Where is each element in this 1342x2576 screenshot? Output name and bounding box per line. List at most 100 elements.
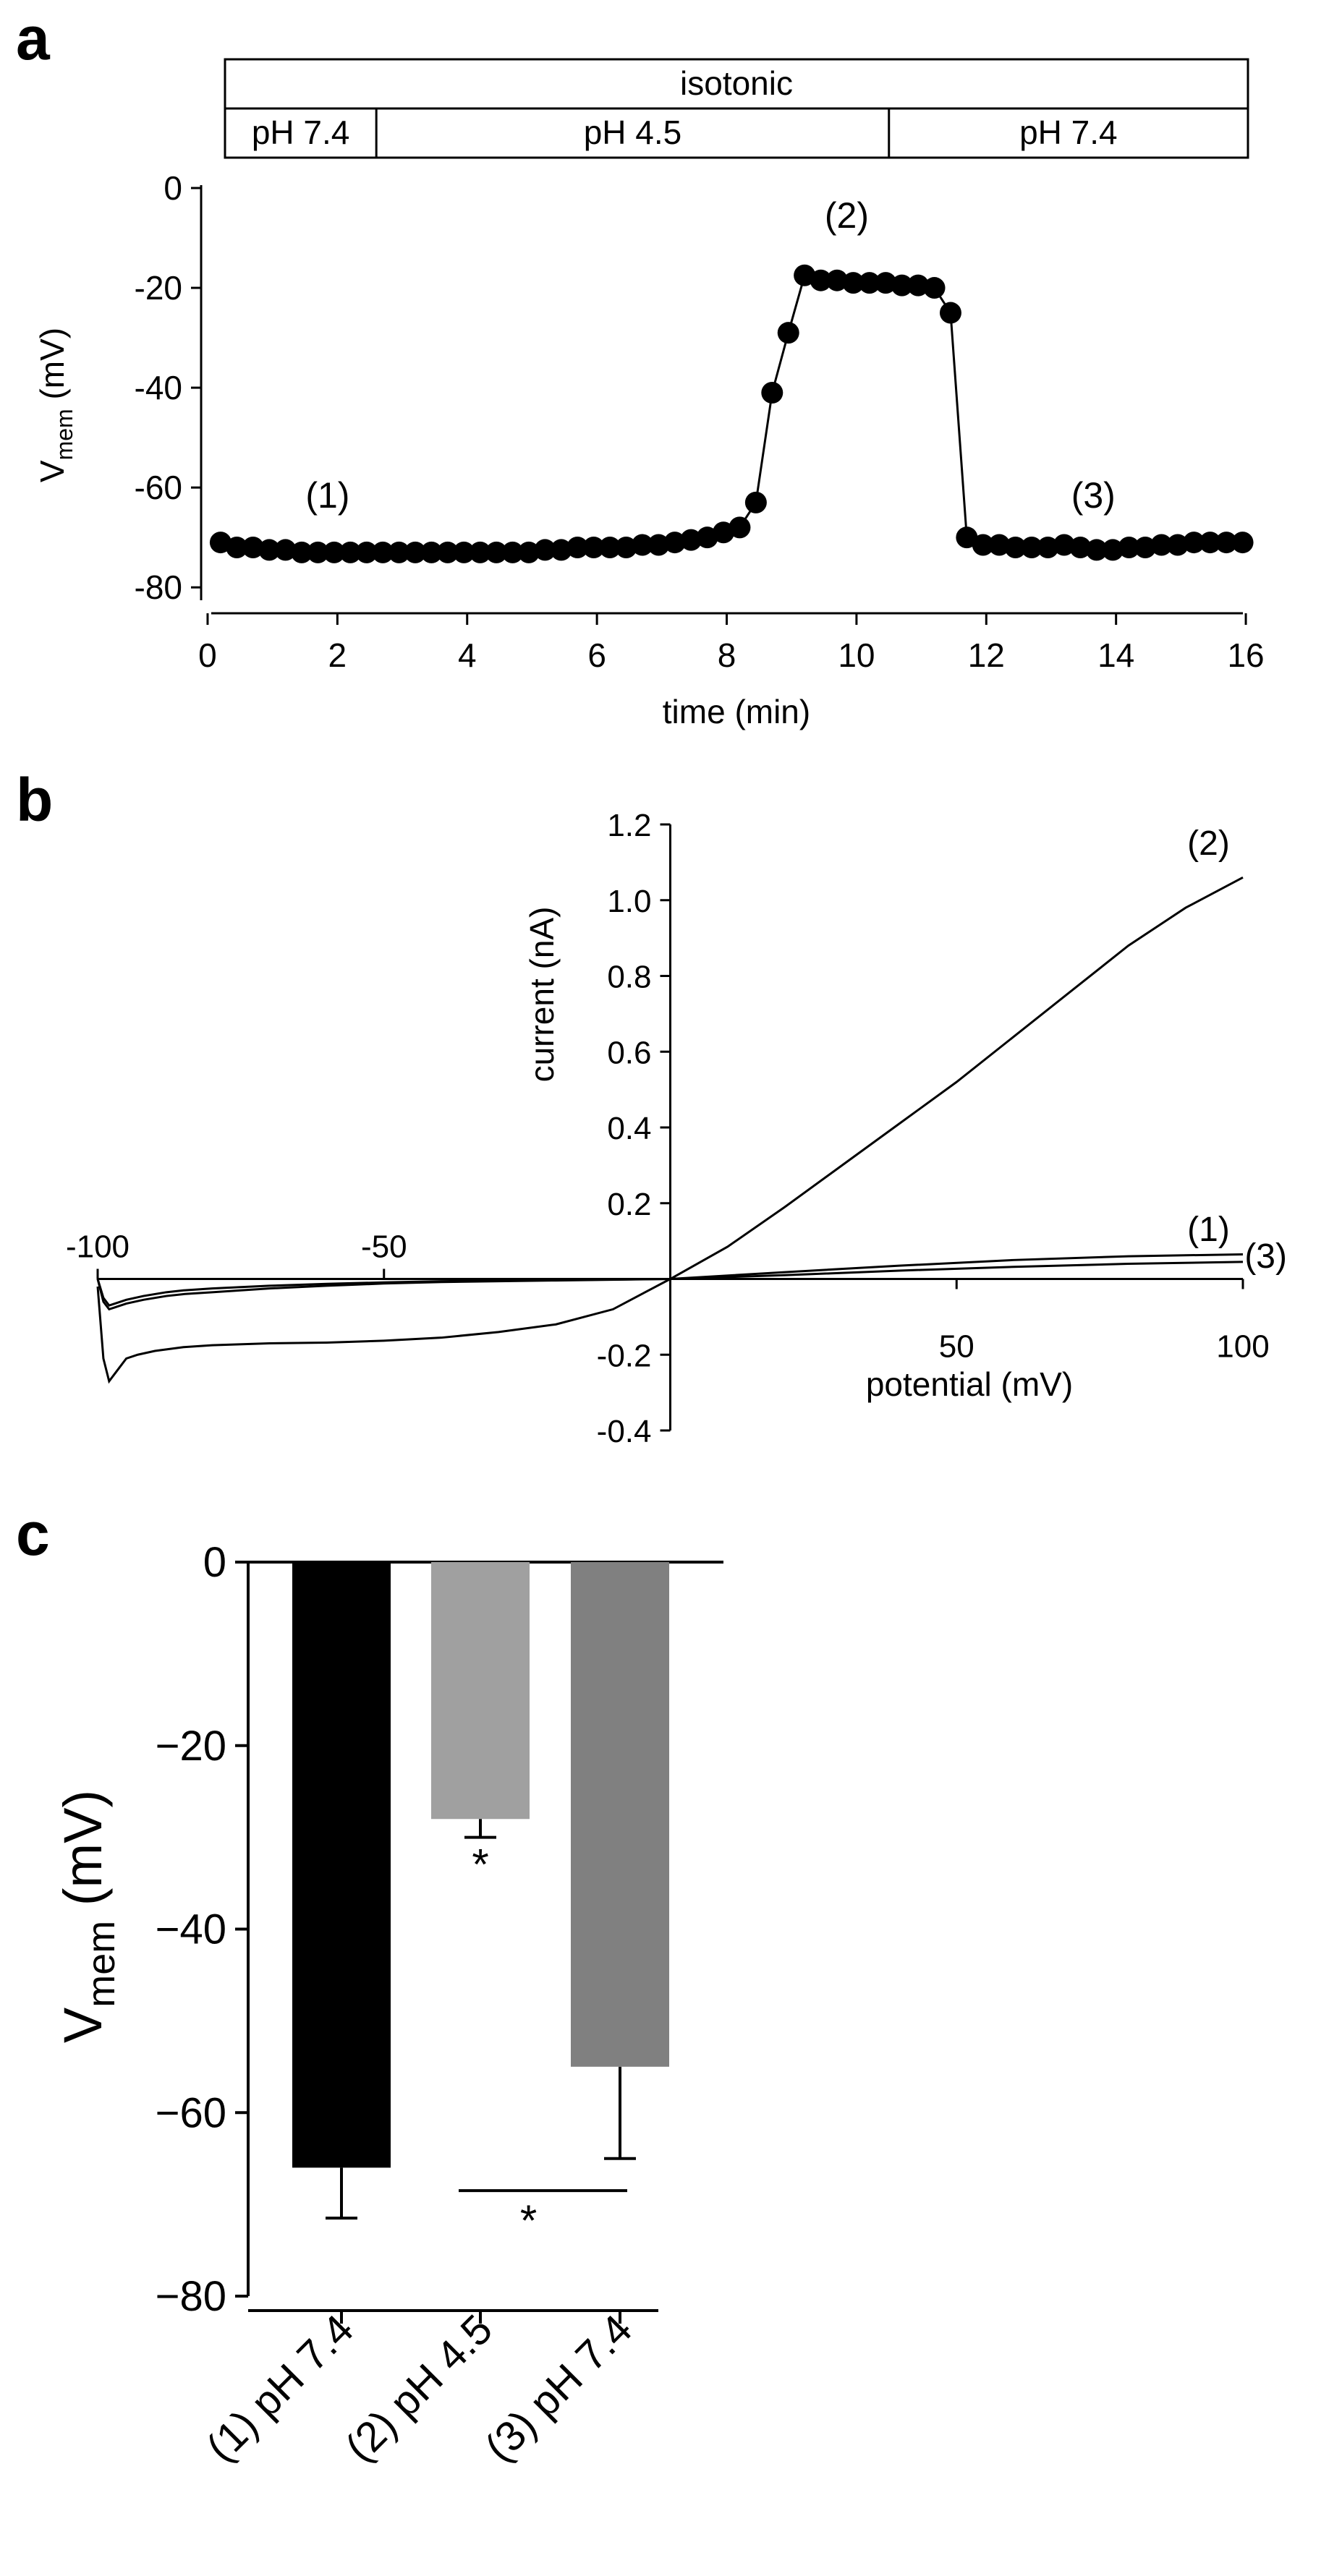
panel-b-x-tick-label: -100 bbox=[66, 1229, 129, 1265]
panel-b-y-tick-label: 1.0 bbox=[607, 884, 651, 919]
panel-a-data-point bbox=[1134, 536, 1157, 558]
panel-a-annotation: (2) bbox=[825, 195, 869, 236]
panel-a-x-tick-label: 8 bbox=[718, 636, 736, 674]
panel-c-ylabel-main: V bbox=[53, 2007, 113, 2043]
panel-c-significance-mark: * bbox=[520, 2196, 537, 2245]
panel-b-curve-label: (3) bbox=[1244, 1237, 1287, 1276]
panel-b-x-tick-label: 100 bbox=[1216, 1329, 1269, 1365]
panel-b-y-tick-label: 0.8 bbox=[607, 960, 651, 995]
panel-c-bar bbox=[292, 1562, 391, 2168]
panel-a-x-tick-label: 10 bbox=[838, 636, 875, 674]
condition-segment-label: pH 7.4 bbox=[252, 114, 350, 151]
panel-a-x-tick-label: 0 bbox=[198, 636, 217, 674]
panel-a-x-tick-label: 12 bbox=[968, 636, 1005, 674]
panel-a-data-point bbox=[939, 302, 961, 324]
panel-b-x-tick-label: -50 bbox=[361, 1229, 407, 1265]
panel-a-x-tick-label: 4 bbox=[458, 636, 477, 674]
panel-a-data-point bbox=[1004, 536, 1027, 558]
panel-c-data: ** bbox=[292, 1562, 669, 2245]
panel-a-data-point bbox=[1053, 534, 1075, 556]
panel-a-x-tick-label: 14 bbox=[1097, 636, 1134, 674]
panel-a-annotation: (3) bbox=[1071, 475, 1116, 516]
panel-a-data-point bbox=[372, 541, 394, 563]
panel-a-data-point bbox=[388, 541, 410, 563]
panel-a-y-axis-label: Vmem (mV) bbox=[33, 328, 77, 482]
panel-a-annotation: (1) bbox=[305, 475, 349, 516]
panel-a-data-point bbox=[1166, 534, 1189, 556]
panel-a-ylabel-main: V bbox=[33, 460, 71, 482]
panel-a-data-point bbox=[1231, 532, 1254, 554]
panel-a-data-point bbox=[1037, 536, 1059, 558]
panel-a-data-point bbox=[485, 541, 508, 563]
panel-a-data-point bbox=[858, 272, 880, 294]
panel-a-ylabel-sub: mem bbox=[51, 409, 77, 460]
panel-a-data-point bbox=[825, 269, 848, 291]
panel-a-data-point bbox=[1021, 536, 1043, 558]
panel-b-y-tick-label: -0.2 bbox=[597, 1338, 652, 1373]
panel-a-data-point bbox=[323, 541, 345, 563]
panel-a-data-point bbox=[291, 541, 313, 563]
panel-a-y-tick-label: -80 bbox=[135, 568, 182, 606]
panel-b-y-tick-label: -0.4 bbox=[597, 1414, 652, 1449]
panel-label-a: a bbox=[16, 4, 51, 72]
panel-a-data: (1) (2) (3) bbox=[209, 195, 1254, 563]
panel-c-y-axis-label: Vmem (mV) bbox=[53, 1790, 123, 2043]
condition-segment-label: pH 7.4 bbox=[1019, 114, 1118, 151]
panel-b-y-tick-label: 0.2 bbox=[607, 1187, 651, 1222]
panel-a: a isotonic pH 7.4 pH 4.5 pH 7.4 0 -20 -40 -60… bbox=[16, 4, 1265, 730]
panel-a-data-point bbox=[891, 274, 913, 297]
panel-c-y-tick-label: −60 bbox=[156, 2089, 226, 2136]
panel-c-y-tick-label: −20 bbox=[156, 1723, 226, 1770]
panel-b-series-line bbox=[96, 1253, 1244, 1311]
panel-a-data-point bbox=[972, 534, 994, 556]
panel-a-data-point bbox=[647, 534, 670, 556]
panel-b-y-tick-label: 1.2 bbox=[607, 808, 651, 843]
panel-a-data-point bbox=[1118, 536, 1140, 558]
panel-a-data-point bbox=[242, 536, 264, 558]
panel-a-data-point bbox=[436, 541, 459, 563]
panel-a-data-point bbox=[777, 322, 799, 344]
panel-c-ylabel-unit: (mV) bbox=[53, 1790, 113, 1921]
panel-a-data-point bbox=[1150, 534, 1173, 556]
condition-bar: isotonic pH 7.4 pH 4.5 pH 7.4 bbox=[224, 58, 1249, 159]
panel-b-curve-label: (1) bbox=[1187, 1211, 1230, 1249]
panel-a-data-point bbox=[339, 541, 362, 563]
panel-a-data-point bbox=[663, 532, 686, 554]
panel-a-x-tick-label: 16 bbox=[1227, 636, 1264, 674]
panel-a-data-point bbox=[582, 536, 605, 558]
panel-a-data-point bbox=[453, 541, 475, 563]
condition-label-isotonic: isotonic bbox=[680, 64, 793, 102]
panel-c-y-tick-label: −40 bbox=[156, 1906, 226, 1953]
panel-a-ylabel-unit: (mV) bbox=[33, 328, 71, 409]
panel-a-data-point bbox=[729, 516, 751, 539]
panel-a-y-tick-label: -40 bbox=[135, 369, 182, 406]
panel-a-data-point bbox=[875, 272, 897, 294]
panel-b-axes: 1.2 1.0 0.8 0.6 0.4 0.2 -0.2 -0.4 -100 -50 50 100 bbox=[66, 808, 1270, 1449]
panel-a-data-point bbox=[226, 536, 248, 558]
panel-a-data-point bbox=[956, 526, 978, 549]
panel-a-data-point bbox=[566, 536, 589, 558]
panel-a-x-axis-label: time (min) bbox=[663, 693, 810, 730]
panel-a-data-point bbox=[534, 539, 556, 561]
panel-c-bar bbox=[431, 1562, 530, 1820]
panel-a-y-tick-label: -20 bbox=[135, 269, 182, 307]
panel-a-data-point bbox=[1069, 536, 1092, 558]
panel-label-c: c bbox=[16, 1500, 50, 1568]
panel-a-data-point bbox=[517, 541, 540, 563]
panel-c: c 0 −20 −40 −60 −80(1) pH 7.4(2) pH 4.5(3) p… bbox=[16, 1500, 723, 2471]
panel-a-data-point bbox=[274, 539, 297, 561]
panel-a-data-point bbox=[420, 541, 443, 563]
panel-a-data-point bbox=[355, 541, 378, 563]
panel-b-y-tick-label: 0.6 bbox=[607, 1035, 651, 1070]
panel-a-data-point bbox=[761, 382, 783, 404]
panel-b-data: (2) (1) (3) bbox=[96, 824, 1287, 1384]
panel-a-data-point bbox=[1199, 532, 1221, 554]
condition-bar-bottom-box bbox=[224, 107, 1249, 159]
panel-a-data-point bbox=[599, 536, 621, 558]
panel-a-data-point bbox=[1215, 532, 1238, 554]
panel-c-category-label: (3) pH 7.4 bbox=[476, 2306, 641, 2470]
panel-a-data-point bbox=[810, 269, 832, 291]
panel-a-data-point bbox=[680, 529, 702, 551]
panel-b-y-axis-label: current (nA) bbox=[523, 907, 561, 1083]
